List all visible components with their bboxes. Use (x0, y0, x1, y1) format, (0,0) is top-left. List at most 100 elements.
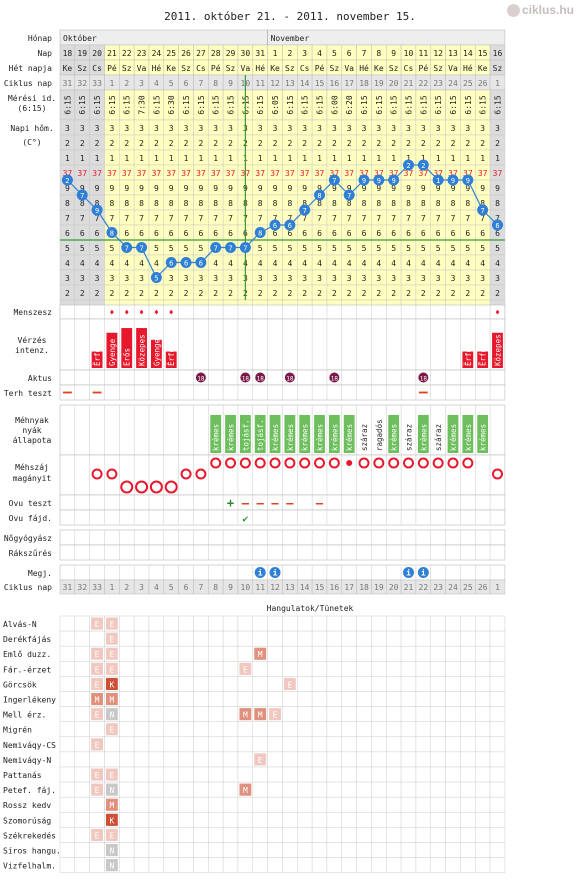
temp-scale-value: 6 (228, 229, 233, 238)
temp-scale-value: 6 (139, 229, 144, 238)
cycle-day-value: 26 (478, 79, 488, 88)
mood-mark (254, 647, 267, 660)
mood-mark-letter: M (109, 801, 114, 810)
mood-cell (119, 721, 135, 738)
day-value: 24 (152, 49, 162, 58)
temp-scale-value: 4 (317, 259, 322, 268)
cycle-day-value: 3 (139, 79, 144, 88)
temperature-point-label: 6 (199, 260, 203, 268)
temperature-point-label: 6 (495, 222, 499, 230)
mood-mark-letter: E (109, 620, 114, 629)
temp-scale-value: 37 (166, 169, 176, 178)
mood-cell (193, 857, 209, 873)
mood-cell (133, 661, 150, 677)
mood-mark-letter: E (95, 650, 100, 659)
temp-scale-value: 9 (421, 184, 426, 193)
mood-cell (474, 736, 491, 753)
mood-cell (415, 645, 432, 662)
measure-time-value: 6:15 (93, 95, 102, 114)
cycle-day-value: 17 (344, 79, 354, 88)
mood-cell (326, 842, 343, 858)
mood-cell (371, 842, 387, 858)
mood-cell (74, 691, 90, 707)
mood-cell (400, 645, 417, 662)
mood-mark-letter: M (95, 696, 100, 705)
temp-scale-value: 9 (465, 184, 470, 193)
mood-cell (178, 630, 194, 647)
mucus-bar (284, 415, 296, 453)
mood-cell (489, 796, 506, 813)
temp-scale-value: 9 (228, 184, 233, 193)
weekday-value: Sz (77, 64, 87, 73)
temp-scale-value: 37 (77, 169, 87, 178)
cycle-day-value: 9 (228, 79, 233, 88)
mood-cell (237, 736, 254, 753)
mood-cell (252, 842, 268, 858)
temp-scale-value: 8 (80, 199, 85, 208)
temp-scale-value: 37 (448, 169, 458, 178)
temperature-point-label: 9 (362, 177, 366, 185)
temp-scale-value: 9 (80, 184, 85, 193)
menstruation-marker: ♦ (124, 308, 129, 317)
temp-scale-value: 7 (451, 214, 456, 223)
mood-cell (400, 661, 417, 677)
mood-cell (341, 766, 357, 783)
menstruation-marker: ♦ (139, 308, 144, 317)
mood-cell (356, 842, 372, 858)
mood-cell (178, 691, 194, 707)
temperature-point (388, 174, 400, 186)
mood-cell (371, 645, 387, 662)
mood-mark-letter: E (95, 680, 100, 689)
cycle-day-value-bottom: 20 (389, 583, 399, 592)
temp-scale-value: 37 (181, 169, 191, 178)
mood-cell (237, 812, 254, 828)
mood-cell (59, 676, 76, 692)
weekday-value: Pé (315, 63, 325, 73)
mucus-label: krémes (464, 424, 473, 451)
temp-scale-value: 3 (376, 124, 381, 133)
temp-scale-value: 5 (65, 244, 70, 253)
mood-cell (163, 842, 179, 858)
row-label-mehnyak-3: állapota (13, 436, 52, 445)
mood-cell (445, 721, 461, 738)
day-value: 29 (226, 49, 236, 58)
bleeding-bar (150, 339, 162, 368)
cycle-day-value: 20 (389, 79, 399, 88)
mood-mark (105, 798, 118, 811)
measure-time-value: 6:15 (212, 95, 221, 114)
temperature-point-label: 9 (451, 177, 455, 185)
mood-cell (371, 827, 387, 843)
temp-scale-value: 8 (302, 199, 307, 208)
temperature-point-label: 8 (258, 230, 262, 238)
bleeding-bar (477, 351, 489, 368)
temperature-point (269, 219, 281, 231)
mood-cell (119, 766, 135, 783)
mood-cell (460, 827, 476, 843)
mood-cell (400, 630, 417, 647)
temperature-point-label: 2 (421, 162, 425, 170)
temp-scale-value: 4 (213, 259, 218, 268)
mood-cell (400, 736, 417, 753)
bleeding-bar (492, 332, 503, 368)
temp-scale-value: 1 (169, 154, 174, 163)
mood-cell (267, 645, 283, 662)
temp-scale-value: 7 (391, 214, 396, 223)
temp-scale-value: 8 (169, 199, 174, 208)
mood-cell (460, 857, 476, 873)
aktus-marker-label: 18 (197, 376, 205, 383)
cervix-marker (299, 457, 311, 469)
mood-cell (356, 796, 372, 813)
mood-cell (489, 857, 506, 873)
temp-scale-value: 1 (436, 154, 441, 163)
temperature-point (462, 174, 474, 186)
mucus-bar (462, 415, 474, 453)
cycle-day-value-bottom: 3 (139, 583, 144, 592)
temp-scale-value: 2 (287, 139, 292, 148)
temp-scale-value: 1 (213, 154, 218, 163)
temp-scale-value: 8 (317, 199, 322, 208)
cycle-day-value: 8 (213, 79, 218, 88)
mood-cell (460, 615, 476, 632)
mood-label: Fár.-érzet (3, 664, 51, 674)
mood-cell (297, 721, 313, 738)
cervix-marker (373, 457, 385, 469)
